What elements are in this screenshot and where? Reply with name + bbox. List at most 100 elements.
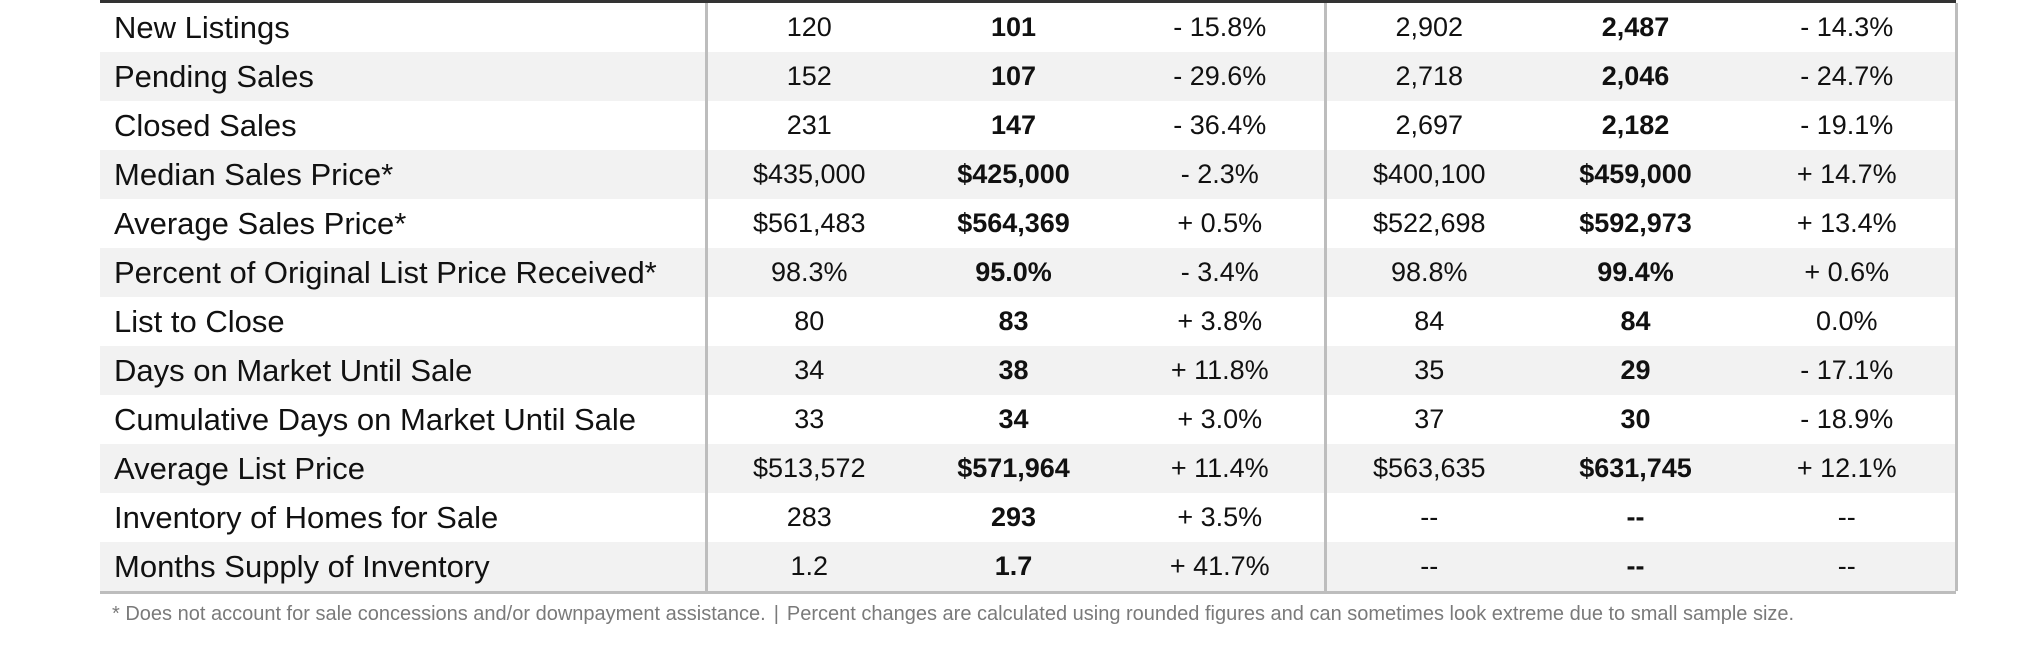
ytd-prior-year-value: 2,697 bbox=[1395, 110, 1464, 140]
month-current-year-value: 95.0% bbox=[911, 248, 1116, 297]
month-percent-change: + 3.5% bbox=[1116, 493, 1327, 542]
month-prior-year-value: 34 bbox=[704, 346, 911, 395]
month-prior-year-value: 120 bbox=[704, 3, 911, 52]
month-current-year-value: 147 bbox=[990, 110, 1037, 140]
table-row: New Listings 120 101 - 15.8% 2,902 2,487 - 14.… bbox=[100, 3, 1958, 52]
ytd-prior-year-value: $400,100 bbox=[1325, 150, 1532, 199]
month-current-year-value: $571,964 bbox=[911, 444, 1116, 493]
ytd-percent-change: 0.0% bbox=[1739, 297, 1958, 346]
table-row: Average Sales Price* $561,483 $564,369 + 0.… bbox=[100, 199, 1958, 248]
month-percent-change: + 0.5% bbox=[1116, 199, 1327, 248]
ytd-current-year-value: $592,973 bbox=[1579, 208, 1692, 238]
ytd-current-year-value: 2,182 bbox=[1601, 110, 1670, 140]
footnote-concessions: * Does not account for sale concessions … bbox=[112, 603, 766, 625]
ytd-percent-change: - 18.9% bbox=[1739, 395, 1958, 444]
ytd-percent-change: - 14.3% bbox=[1739, 3, 1958, 52]
ytd-current-year-value: -- bbox=[1626, 502, 1645, 532]
row-label: Days on Market Until Sale bbox=[100, 346, 706, 395]
ytd-current-year-value: 2,046 bbox=[1532, 52, 1739, 101]
ytd-current-year-value: 84 bbox=[1620, 306, 1651, 336]
month-percent-change: - 29.6% bbox=[1116, 52, 1327, 101]
row-label: New Listings bbox=[114, 9, 290, 45]
footnote: * Does not account for sale concessions … bbox=[112, 603, 1794, 626]
table-body: New Listings 120 101 - 15.8% 2,902 2,487 - 14.… bbox=[100, 3, 1958, 591]
ytd-percent-change: - 17.1% bbox=[1739, 346, 1958, 395]
ytd-current-year-value: 30 bbox=[1620, 404, 1651, 434]
table-row: Inventory of Homes for Sale 283 293 + 3.5% -… bbox=[100, 493, 1958, 542]
ytd-current-year-value: 99.4% bbox=[1532, 248, 1739, 297]
month-percent-change: - 15.8% bbox=[1116, 3, 1327, 52]
table-bottom-rule bbox=[100, 591, 1956, 594]
month-percent-change: - 2.3% bbox=[1116, 150, 1327, 199]
ytd-percent-change: - 19.1% bbox=[1739, 101, 1958, 150]
ytd-prior-year-value: 84 bbox=[1414, 306, 1445, 336]
ytd-prior-year-value: $522,698 bbox=[1372, 208, 1486, 238]
month-current-year-value: 101 bbox=[990, 12, 1037, 42]
ytd-prior-year-value: -- bbox=[1420, 502, 1439, 532]
row-label: Median Sales Price* bbox=[100, 150, 706, 199]
month-current-year-value: 107 bbox=[911, 52, 1116, 101]
ytd-current-year-value: 2,487 bbox=[1601, 12, 1670, 42]
row-label: Cumulative Days on Market Until Sale bbox=[114, 401, 637, 437]
month-prior-year-value: 33 bbox=[704, 395, 911, 444]
table-top-rule bbox=[100, 0, 1956, 3]
month-prior-year-value: 80 bbox=[704, 297, 911, 346]
table-row: Cumulative Days on Market Until Sale 33 34… bbox=[100, 395, 1958, 444]
row-label: Closed Sales bbox=[114, 107, 297, 143]
month-current-year-value: 293 bbox=[990, 502, 1037, 532]
ytd-percent-change: + 0.6% bbox=[1739, 248, 1958, 297]
month-current-year-value: 1.7 bbox=[911, 542, 1116, 591]
table-row: Closed Sales 231 147 - 36.4% 2,697 2,182 - 19.… bbox=[100, 101, 1958, 150]
month-current-year-value: 83 bbox=[998, 306, 1029, 336]
footnote-percent-changes: Percent changes are calculated using rou… bbox=[786, 603, 1795, 625]
month-percent-change: + 11.8% bbox=[1116, 346, 1327, 395]
row-label: List to Close bbox=[114, 303, 285, 339]
month-prior-year-value: 283 bbox=[704, 493, 911, 542]
month-current-year-value: 38 bbox=[911, 346, 1116, 395]
table-row: Median Sales Price* $435,000 $425,000- 2.3… bbox=[100, 150, 1958, 199]
ytd-percent-change: -- bbox=[1739, 493, 1958, 542]
month-prior-year-value: 1.2 bbox=[704, 542, 911, 591]
row-label: Average List Price bbox=[100, 444, 706, 493]
month-percent-change: - 3.4% bbox=[1116, 248, 1327, 297]
month-percent-change: + 3.0% bbox=[1116, 395, 1327, 444]
ytd-prior-year-value: 98.8% bbox=[1325, 248, 1532, 297]
row-label: Percent of Original List Price Received* bbox=[100, 248, 706, 297]
ytd-current-year-value: $631,745 bbox=[1532, 444, 1739, 493]
row-label: Average Sales Price* bbox=[114, 205, 407, 241]
ytd-prior-year-value: $563,635 bbox=[1325, 444, 1532, 493]
row-label: Inventory of Homes for Sale bbox=[114, 499, 499, 535]
ytd-percent-change: + 13.4% bbox=[1739, 199, 1958, 248]
ytd-current-year-value: -- bbox=[1532, 542, 1739, 591]
month-percent-change: + 3.8% bbox=[1116, 297, 1327, 346]
ytd-percent-change: -- bbox=[1739, 542, 1958, 591]
ytd-current-year-value: $459,000 bbox=[1532, 150, 1739, 199]
month-prior-year-value: $513,572 bbox=[704, 444, 911, 493]
table-row: Days on Market Until Sale 34 38 + 11.8% 35 29… bbox=[100, 346, 1958, 395]
month-percent-change: + 11.4% bbox=[1116, 444, 1327, 493]
ytd-percent-change: - 24.7% bbox=[1739, 52, 1958, 101]
month-current-year-value: 34 bbox=[998, 404, 1029, 434]
table-row: Percent of Original List Price Received*… bbox=[100, 248, 1958, 297]
month-prior-year-value: $561,483 bbox=[704, 199, 911, 248]
footnote-divider: | bbox=[773, 603, 779, 625]
table-row: Average List Price $513,572 $571,964 + 11.4… bbox=[100, 444, 1958, 493]
row-label: Months Supply of Inventory bbox=[100, 542, 706, 591]
table-row: List to Close 80 83 + 3.8% 84 84 0.0% bbox=[100, 297, 1958, 346]
row-label: Pending Sales bbox=[100, 52, 706, 101]
month-prior-year-value: 98.3% bbox=[704, 248, 911, 297]
ytd-prior-year-value: 2,718 bbox=[1325, 52, 1532, 101]
month-current-year-value: $564,369 bbox=[957, 208, 1070, 238]
month-prior-year-value: 231 bbox=[704, 101, 911, 150]
table-row: Pending Sales 152 107- 29.6% 2,718 2,046- 24… bbox=[100, 52, 1958, 101]
ytd-percent-change: + 12.1% bbox=[1739, 444, 1958, 493]
table-row: Months Supply of Inventory 1.2 1.7 + 41.7% -… bbox=[100, 542, 1958, 591]
ytd-prior-year-value: 2,902 bbox=[1395, 12, 1464, 42]
month-current-year-value: $425,000 bbox=[911, 150, 1116, 199]
month-percent-change: - 36.4% bbox=[1116, 101, 1327, 150]
ytd-prior-year-value: 35 bbox=[1325, 346, 1532, 395]
month-prior-year-value: 152 bbox=[704, 52, 911, 101]
month-prior-year-value: $435,000 bbox=[704, 150, 911, 199]
ytd-prior-year-value: -- bbox=[1325, 542, 1532, 591]
ytd-current-year-value: 29 bbox=[1532, 346, 1739, 395]
